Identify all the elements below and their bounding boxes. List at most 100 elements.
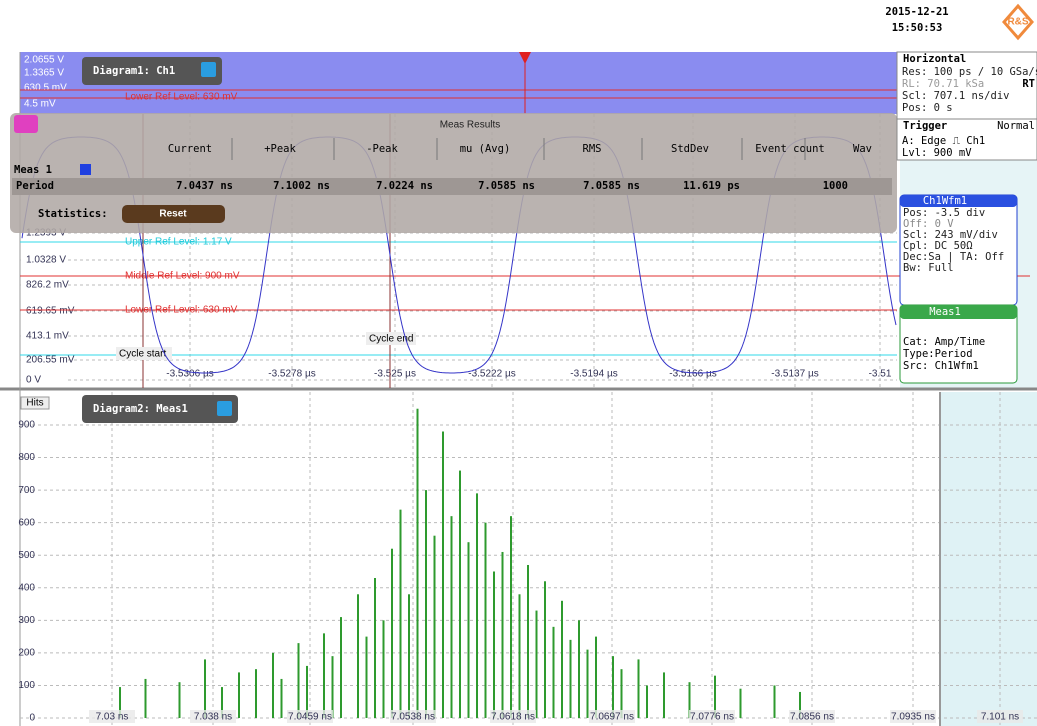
column-header: RMS [583, 143, 602, 155]
x-label-bg [390, 710, 436, 723]
y-tick-label: 500 [18, 550, 35, 561]
result-value: 11.619 ps [683, 180, 740, 192]
cycle-label-bg [366, 332, 416, 345]
histogram-bar [739, 688, 742, 718]
date: 2015-12-21 [885, 6, 948, 18]
x-label-bg [977, 710, 1023, 723]
histogram-bar [425, 490, 427, 718]
x-tick-label: -3.5166 µs [669, 369, 716, 380]
y-tick-label: 0 V [26, 375, 41, 386]
histogram-bar [688, 682, 691, 718]
y-tick-label: 413.1 mV [26, 331, 69, 342]
y-tick-label: 400 [18, 582, 35, 593]
diagram-tab [82, 57, 222, 85]
y-tick-label: 900 [18, 420, 35, 431]
result-value: 7.0437 ns [176, 180, 233, 192]
info-line: Cat: Amp/Time [903, 336, 985, 348]
x-label-bg [89, 710, 135, 723]
column-header: Wav [853, 143, 872, 155]
histogram-bar [450, 516, 453, 718]
info-line: Type:Period [903, 348, 973, 360]
histogram-bar [119, 687, 121, 718]
histogram-bar [399, 509, 402, 718]
histogram-bar [663, 672, 665, 718]
histogram-bar [467, 542, 470, 718]
cycle-label: Cycle start [119, 349, 166, 360]
y-tick-label: 600 [18, 517, 35, 528]
histogram-bar [569, 639, 572, 718]
ref-label: Lower Ref Level: 630 mV [125, 305, 238, 316]
y-axis-title: Hits [26, 398, 43, 409]
channel-header [900, 195, 1017, 207]
reset-label[interactable]: Reset [159, 209, 187, 220]
histogram-bar [221, 687, 223, 718]
histogram-bar [578, 620, 580, 718]
x-tick-label: 7.0856 ns [790, 712, 834, 723]
overview-label: 630.5 mV [24, 83, 67, 94]
info-line: Bw: Full [903, 262, 954, 274]
info-line: Pos: -3.5 div [903, 207, 985, 219]
info-line: A: Edge ⎍ Ch1 [902, 135, 985, 147]
reset-button[interactable] [122, 205, 225, 223]
column-header: Current [168, 143, 212, 155]
histogram-bar [714, 675, 716, 718]
cycle-label-bg [116, 347, 172, 360]
y-tick-label: 206.55 mV [26, 355, 75, 366]
x-label-bg [789, 710, 835, 723]
x-tick-label: 7.0776 ns [690, 712, 734, 723]
x-tick-label: 7.0459 ns [288, 712, 332, 723]
column-header: Event count [755, 143, 825, 155]
y-label-bg [21, 278, 65, 292]
x-label-bg [190, 710, 236, 723]
histogram-bar [646, 685, 648, 718]
overview-label: 4.5 mV [24, 99, 56, 110]
y-tick-label: 300 [18, 615, 35, 626]
info-line: RL: 70.71 kSa [902, 78, 984, 90]
x-label-bg [287, 710, 333, 723]
histogram-bar [612, 656, 614, 718]
x-tick-label: -3.51 [869, 369, 892, 380]
histogram-bar [255, 669, 257, 718]
x-tick-label: 7.0538 ns [391, 712, 435, 723]
info-line: Off: 0 V [903, 218, 954, 230]
histogram-bar [773, 685, 776, 718]
x-tick-label: 7.0935 ns [891, 712, 935, 723]
y-label-bg [21, 373, 65, 387]
y-tick-label: 826.2 mV [26, 280, 69, 291]
y-tick-label: 0 [29, 713, 35, 724]
y-tick-label: 700 [18, 485, 35, 496]
result-value: 7.0585 ns [478, 180, 535, 192]
waveform [21, 136, 897, 374]
histogram-bar [476, 493, 478, 718]
info-line: Lvl: 900 mV [902, 147, 972, 159]
x-label-bg [689, 710, 735, 723]
x-tick-label: 7.0697 ns [590, 712, 634, 723]
info-line: RT [1022, 78, 1035, 90]
x-label-bg [589, 710, 635, 723]
y-tick-label: 619.65 mV [26, 306, 75, 317]
info-line: Dec:Sa | TA: Off [903, 251, 1004, 263]
histogram-bar [238, 672, 240, 718]
histogram-bar [323, 633, 325, 718]
histogram-bar [484, 522, 487, 718]
x-tick-label: -3.5194 µs [570, 369, 617, 380]
x-tick-label: 7.0618 ns [491, 712, 535, 723]
histogram-bar [280, 678, 283, 718]
histogram-bar [535, 610, 538, 718]
cycle-label: Cycle end [369, 334, 413, 345]
tool-button [14, 115, 38, 133]
diagram-tab [82, 395, 238, 423]
histogram-bar [297, 643, 300, 718]
diagram-title: Diagram1: Ch1 [93, 65, 175, 77]
histogram-bar [331, 656, 334, 718]
overview-label: 2.0655 V [24, 55, 64, 66]
x-label-bg [890, 710, 936, 723]
y-tick-label: 800 [18, 452, 35, 463]
histogram-bar [595, 636, 597, 718]
ref-label: Lower Ref Level: 630 mV [125, 92, 238, 103]
info-line: Cpl: DC 50Ω [903, 240, 973, 252]
histogram-bar [637, 659, 640, 718]
column-header: +Peak [264, 143, 296, 155]
